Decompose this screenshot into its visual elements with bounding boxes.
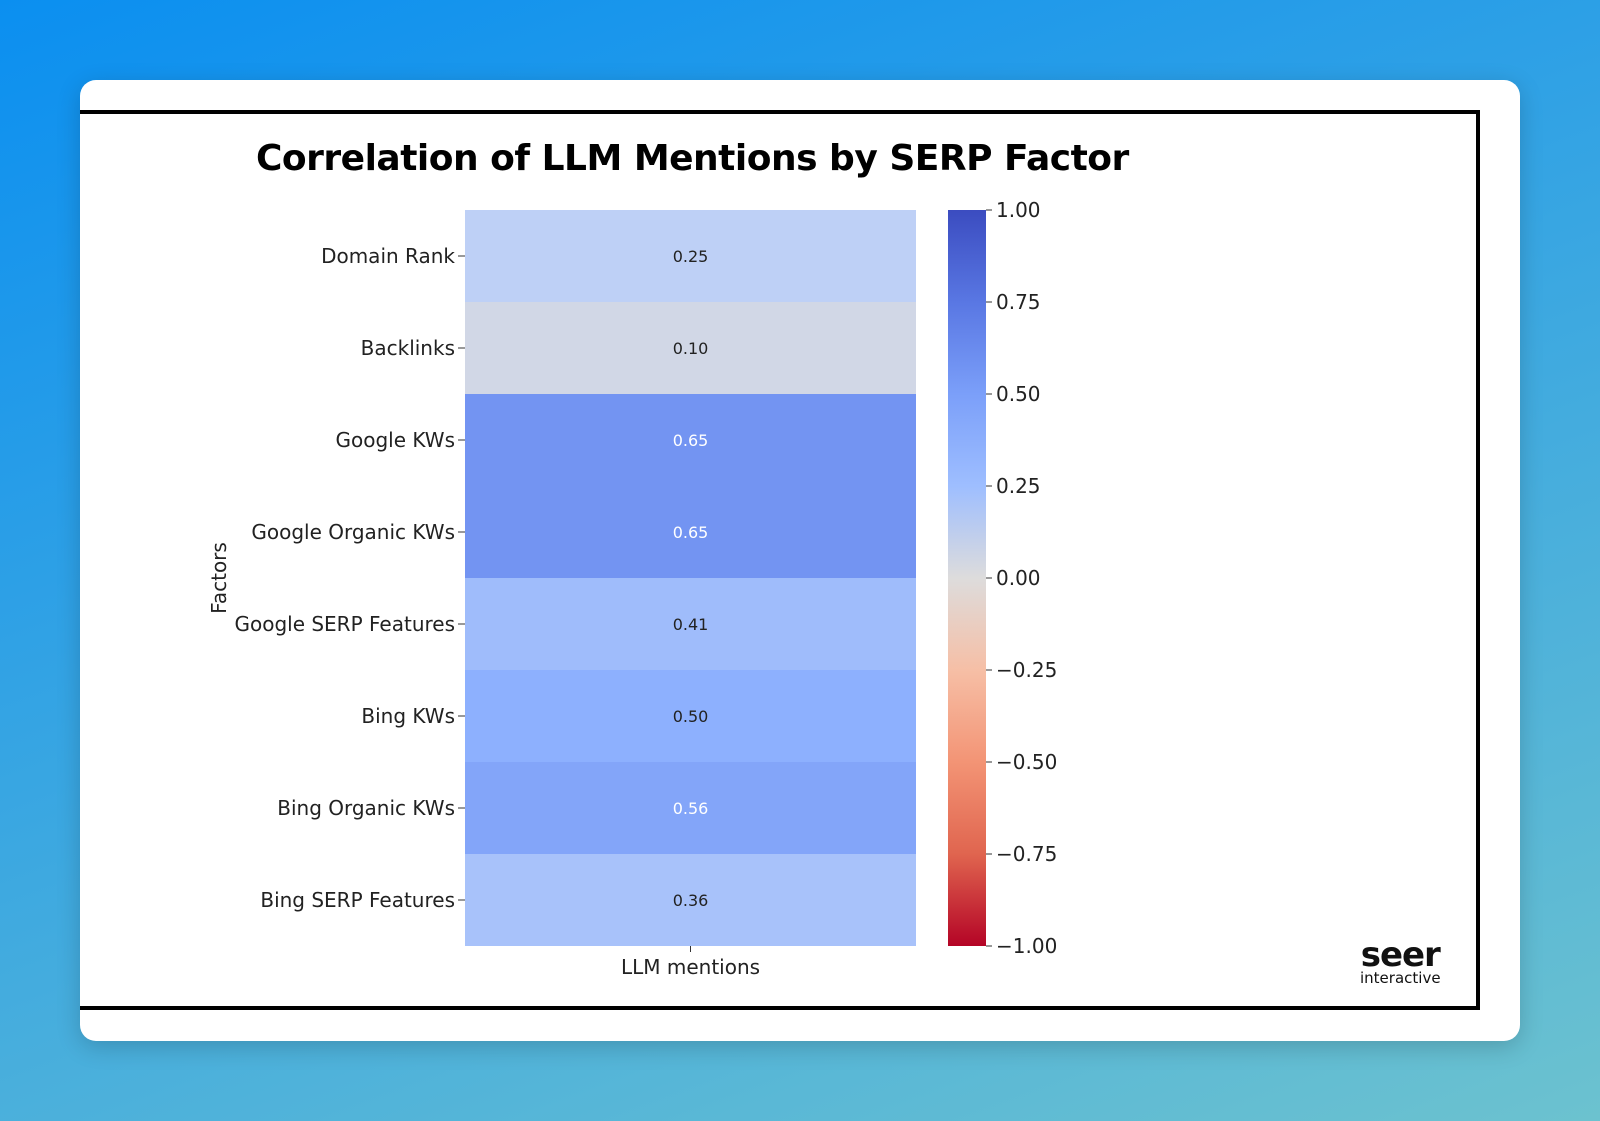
heatmap-cell [465,486,916,578]
logo-sub-text: interactive [1360,969,1441,987]
y-axis-title: Factors [207,542,231,614]
y-tick-label: Bing Organic KWs [277,796,455,820]
heatmap-cell [465,302,916,394]
cell-value-label: 0.41 [673,615,709,634]
seer-interactive-logo: seer interactive [1360,935,1441,987]
cell-value-label: 0.10 [673,339,709,358]
heatmap-cell [465,670,916,762]
colorbar-tick-label: 0.00 [996,566,1041,590]
cell-value-label: 0.50 [673,707,709,726]
colorbar-tick-label: −0.75 [996,842,1057,866]
colorbar [948,210,986,946]
slide-frame [80,110,1480,1010]
heatmap-chart: 0.25 0.10 0.65 0.65 0.41 0.50 0.56 0.36 Domain … [207,198,1057,979]
y-tick-label: Backlinks [361,336,455,360]
heatmap-cell [465,210,916,302]
heatmap-cell [465,854,916,946]
cell-value-label: 0.65 [673,523,709,542]
heatmap-cell [465,578,916,670]
colorbar-tick-label: −1.00 [996,934,1057,958]
colorbar-tick-label: −0.50 [996,750,1057,774]
colorbar-tick-label: 0.75 [996,290,1041,314]
y-tick-label: Google Organic KWs [251,520,455,544]
cell-value-label: 0.65 [673,431,709,450]
cell-value-label: 0.36 [673,891,709,910]
y-tick-label: Google KWs [336,428,455,452]
colorbar-tick-label: 0.50 [996,382,1041,406]
y-tick-label: Domain Rank [321,244,455,268]
y-tick-label: Bing SERP Features [260,888,455,912]
chart-title: Correlation of LLM Mentions by SERP Fact… [256,138,1129,179]
y-tick-label: Google SERP Features [234,612,455,636]
chart-card: Correlation of LLM Mentions by SERP Fact… [80,80,1520,1041]
colorbar-tick-label: −0.25 [996,658,1057,682]
heatmap-cell [465,394,916,486]
heatmap-cell [465,762,916,854]
cell-value-label: 0.56 [673,799,709,818]
colorbar-tick-label: 0.25 [996,474,1041,498]
y-tick-label: Bing KWs [361,704,455,728]
x-tick-label: LLM mentions [621,955,760,979]
logo-main-text: seer [1360,935,1441,975]
colorbar-tick-label: 1.00 [996,198,1041,222]
cell-value-label: 0.25 [673,247,709,266]
